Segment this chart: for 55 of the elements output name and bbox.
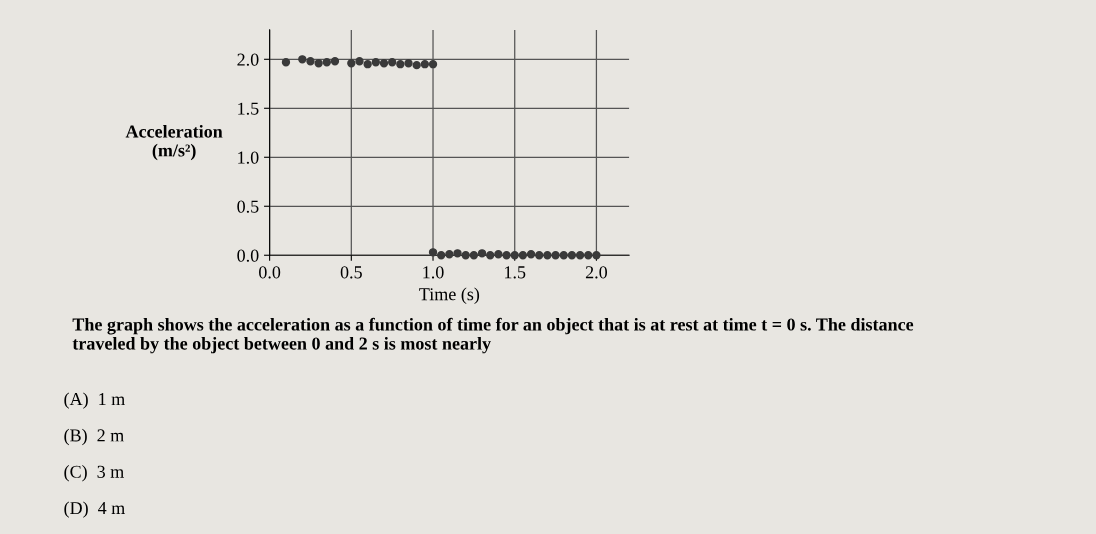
point [412,61,421,70]
text: (B) 2 m [64,428,124,446]
point [306,57,315,66]
text: The graph shows the acceleration as a function of time for an object that is at rest at time t = 0 s. The distance traveled by the object between 0 and 2 s is most nearly [72,317,914,354]
point [535,251,544,260]
point [363,60,372,69]
point [575,251,585,260]
point [404,59,413,68]
point [486,251,495,260]
point [298,55,307,64]
point [428,248,438,257]
point [551,251,560,260]
point [502,251,511,260]
point [314,59,323,68]
text: (C) 3 m [64,465,124,482]
point [281,58,291,67]
point [453,249,462,258]
point [477,249,487,258]
y-tick-label: 2.0 [237,53,259,66]
x-tick-label: 1.0 [423,266,444,279]
point [526,250,536,259]
point [461,251,470,260]
point [379,59,389,68]
point [469,251,479,260]
x-tick-label: 1.5 [505,266,526,279]
point [518,251,528,260]
y-axis-title: Acceleration (m/s²) [125,124,223,161]
point [420,60,430,69]
x-tick-label: 2.0 [585,266,608,279]
point [592,251,601,260]
point [494,250,503,259]
x-tick-label: 0.5 [340,266,362,279]
point [584,251,593,260]
point [428,60,438,69]
y-tick-label: 0.0 [237,249,259,262]
x-tick-label: 0.0 [259,266,281,279]
point [322,58,331,67]
text: (A) 1 m [64,392,125,409]
point [330,57,340,66]
point [371,58,380,67]
y-tick-label: 1.5 [238,102,259,115]
point [567,251,577,260]
point [396,60,405,69]
point [445,250,454,259]
point [559,251,568,260]
point [437,251,446,260]
point [388,58,397,67]
y-tick-label: 1.0 [238,151,259,164]
point [543,251,552,260]
y-tick-label: 0.5 [237,200,259,213]
point [347,59,356,68]
text: (D) 4 m [64,501,125,518]
x-axis-title: Time (s) [419,287,480,304]
point [355,57,364,66]
point [510,251,519,260]
